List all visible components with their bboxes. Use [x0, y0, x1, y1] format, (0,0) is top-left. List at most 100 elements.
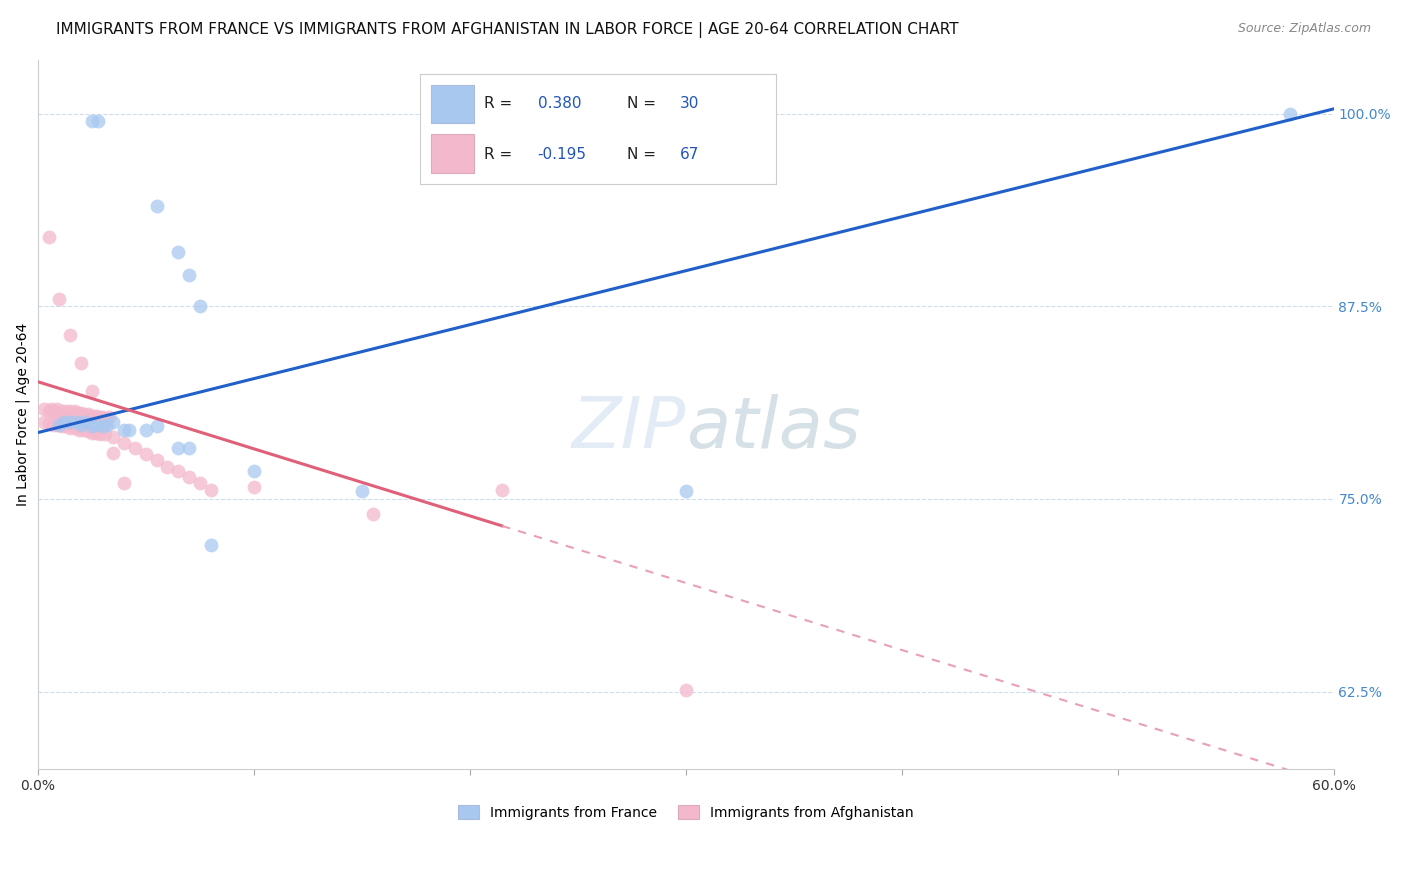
Point — [112, 423, 135, 437]
Point — [188, 476, 211, 491]
Point — [70, 356, 93, 370]
Point — [70, 417, 93, 432]
Point — [84, 409, 107, 423]
Point — [84, 425, 107, 440]
Point — [39, 402, 62, 417]
Point — [51, 404, 73, 418]
Point — [59, 404, 82, 418]
Point — [96, 411, 118, 425]
Point — [177, 441, 200, 455]
Point — [42, 404, 65, 418]
Point — [63, 421, 86, 435]
Point — [167, 464, 190, 478]
Point — [38, 404, 60, 418]
Point — [66, 415, 89, 429]
Point — [66, 406, 89, 420]
Point — [46, 402, 69, 417]
Point — [80, 425, 103, 440]
Point — [72, 423, 94, 437]
Point — [112, 436, 135, 450]
Point — [59, 328, 82, 343]
Text: Source: ZipAtlas.com: Source: ZipAtlas.com — [1237, 22, 1371, 36]
Point — [38, 417, 60, 431]
Point — [94, 427, 117, 442]
Y-axis label: In Labor Force | Age 20-64: In Labor Force | Age 20-64 — [15, 323, 30, 506]
Point — [67, 407, 90, 421]
Point — [124, 441, 146, 455]
Point — [361, 508, 384, 522]
Point — [103, 415, 125, 429]
Point — [83, 410, 105, 425]
Point — [98, 410, 121, 425]
Text: atlas: atlas — [686, 393, 860, 463]
Point — [145, 199, 167, 213]
Point — [59, 421, 82, 435]
Point — [242, 464, 264, 478]
Point — [67, 423, 90, 437]
Point — [42, 417, 65, 432]
Point — [135, 447, 157, 461]
Point — [48, 417, 70, 432]
Point — [167, 441, 190, 455]
Point — [34, 402, 56, 417]
Point — [167, 245, 190, 260]
Point — [91, 419, 114, 434]
Point — [117, 423, 139, 437]
Point — [80, 409, 103, 423]
Point — [46, 417, 69, 432]
Point — [177, 268, 200, 283]
Point — [79, 409, 101, 423]
Point — [103, 445, 125, 459]
Point — [34, 415, 56, 429]
Point — [80, 419, 103, 434]
Point — [48, 406, 70, 420]
Point — [60, 406, 83, 420]
Point — [63, 404, 86, 418]
Point — [59, 415, 82, 429]
Point — [76, 424, 98, 438]
Point — [145, 453, 167, 467]
Point — [52, 406, 75, 420]
Point — [72, 407, 94, 421]
Point — [491, 483, 513, 497]
Point — [675, 683, 697, 698]
Point — [94, 411, 117, 425]
Point — [89, 427, 111, 442]
Point — [200, 538, 222, 552]
Point — [80, 114, 103, 128]
Point — [177, 470, 200, 484]
Point — [145, 419, 167, 434]
Point — [675, 484, 697, 499]
Point — [242, 479, 264, 493]
Point — [52, 415, 75, 429]
Point — [87, 410, 110, 425]
Point — [44, 406, 66, 420]
Point — [135, 423, 157, 437]
Point — [188, 299, 211, 313]
Point — [87, 114, 110, 128]
Point — [103, 430, 125, 444]
Point — [91, 415, 114, 429]
Point — [200, 483, 222, 497]
Point — [75, 415, 97, 429]
Point — [55, 404, 77, 418]
Point — [112, 476, 135, 491]
Point — [51, 419, 73, 434]
Point — [1279, 106, 1302, 120]
Point — [75, 409, 97, 423]
Point — [84, 417, 107, 432]
Point — [70, 406, 93, 420]
Point — [48, 292, 70, 306]
Point — [55, 419, 77, 434]
Text: ZIP: ZIP — [571, 393, 686, 463]
Point — [56, 406, 79, 420]
Legend: Immigrants from France, Immigrants from Afghanistan: Immigrants from France, Immigrants from … — [453, 799, 920, 825]
Point — [76, 407, 98, 421]
Text: IMMIGRANTS FROM FRANCE VS IMMIGRANTS FROM AFGHANISTAN IN LABOR FORCE | AGE 20-64: IMMIGRANTS FROM FRANCE VS IMMIGRANTS FRO… — [56, 22, 959, 38]
Point — [89, 410, 111, 425]
Point — [156, 459, 179, 474]
Point — [80, 384, 103, 398]
Point — [96, 417, 118, 432]
Point — [38, 230, 60, 244]
Point — [91, 410, 114, 425]
